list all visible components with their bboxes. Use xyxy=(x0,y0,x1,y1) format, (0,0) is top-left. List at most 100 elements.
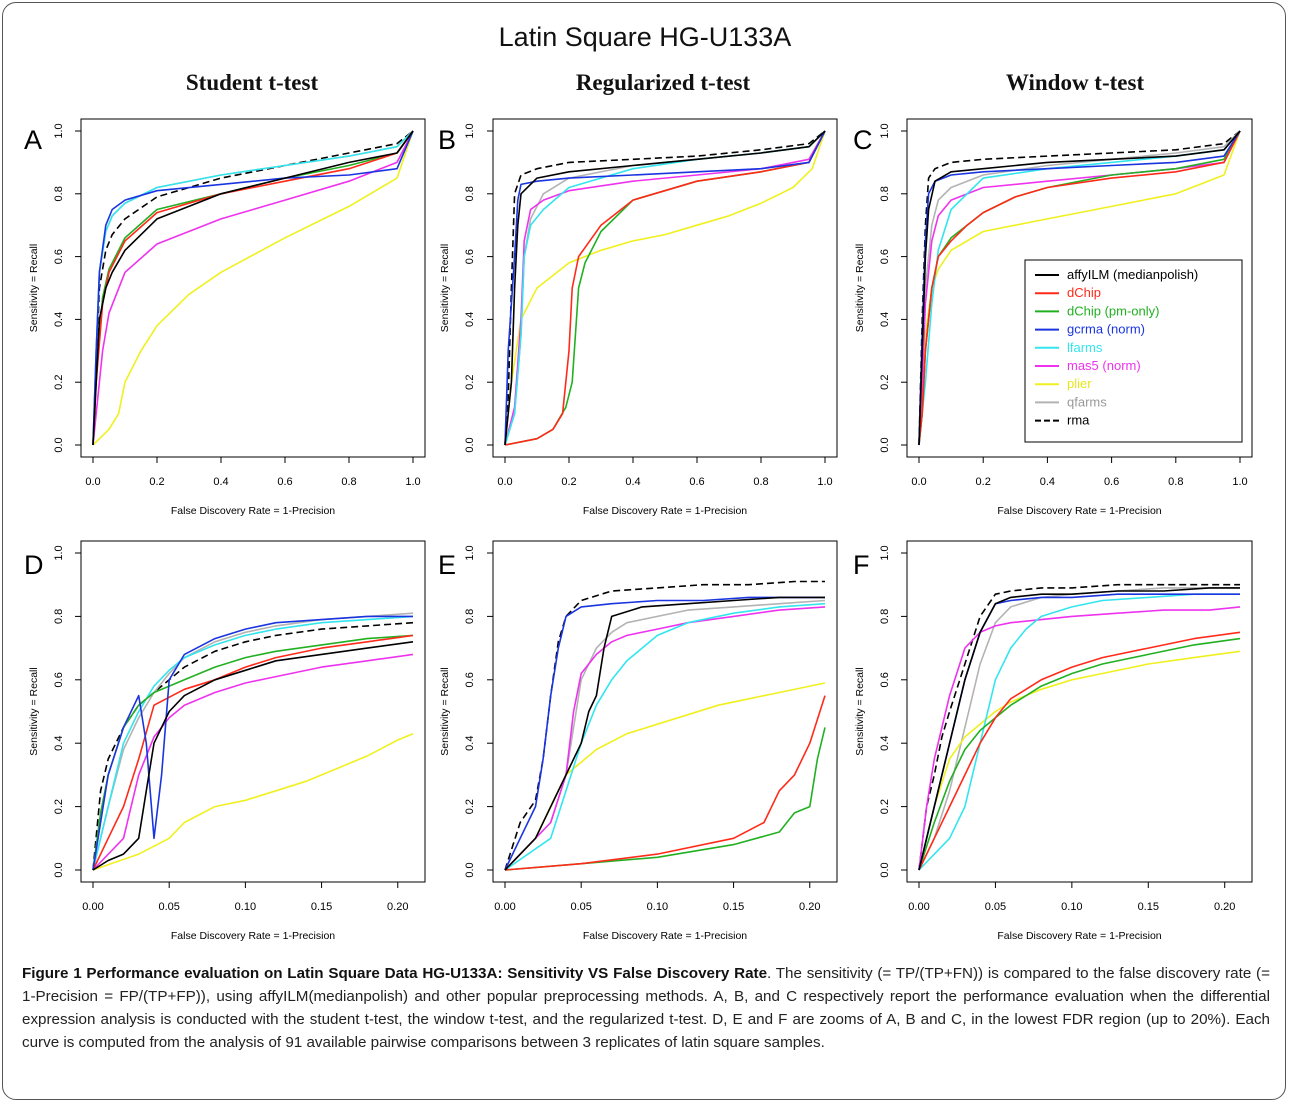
column-title-regularized: Regularized t-test xyxy=(575,70,751,95)
panel-b-xlabel: False Discovery Rate = 1-Precision xyxy=(583,505,747,517)
panel-f-xtick-label: 0.00 xyxy=(908,901,929,913)
panel-b-ytick-label: 0.0 xyxy=(464,437,476,452)
panel-a-ytick-label: 0.2 xyxy=(53,375,65,390)
legend-label: qfarms xyxy=(1067,394,1107,409)
panel-f-ytick-label: 1.0 xyxy=(879,545,891,560)
panel-a-ytick-label: 0.4 xyxy=(53,312,65,327)
panel-f-xtick-label: 0.15 xyxy=(1138,901,1159,913)
panel-d-series-qfarms xyxy=(92,612,414,871)
panel-c-xtick-label: 0.2 xyxy=(976,476,991,488)
panel-c-xtick-label: 1.0 xyxy=(1232,476,1247,488)
panel-c-letter: C xyxy=(853,125,873,155)
panel-d-ytick-label: 0.6 xyxy=(53,672,65,687)
panel-e-ylabel: Sensitivity = Recall xyxy=(439,667,451,755)
panel-a-series-mas5-norm xyxy=(92,130,414,446)
panel-b-xtick-label: 0.6 xyxy=(689,476,704,488)
panel-d-xtick-label: 0.10 xyxy=(235,901,256,913)
panel-d-frame xyxy=(80,540,426,883)
panel-f-series-qfarms xyxy=(918,587,1240,871)
panel-d-ytick-label: 0.2 xyxy=(53,799,65,814)
panel-d-xtick-label: 0.00 xyxy=(82,901,103,913)
panel-e-xtick-label: 0.20 xyxy=(799,901,820,913)
panel-e-series-gcrma-norm xyxy=(504,596,825,871)
caption-title: Figure 1 Performance evaluation on Latin… xyxy=(22,965,768,982)
panel-e-xtick-label: 0.00 xyxy=(494,901,515,913)
panel-f-series-affyilm-medianpolish xyxy=(918,587,1240,871)
panel-d-series-affyilm-medianpolish xyxy=(92,641,414,871)
panel-b-xtick-label: 0.8 xyxy=(753,476,768,488)
panel-b-frame xyxy=(492,118,838,458)
panel-f-series-dchip xyxy=(918,631,1241,871)
panel-d-xlabel: False Discovery Rate = 1-Precision xyxy=(171,930,335,942)
panel-a-xtick-label: 0.6 xyxy=(277,476,292,488)
panel-a-xtick-label: 1.0 xyxy=(405,476,420,488)
panel-d-ylabel: Sensitivity = Recall xyxy=(28,667,40,755)
panel-b-ytick-label: 1.0 xyxy=(464,123,476,138)
panel-a-ylabel: Sensitivity = Recall xyxy=(28,244,40,332)
panel-d-ytick-label: 0.4 xyxy=(53,736,65,751)
panel-f-xlabel: False Discovery Rate = 1-Precision xyxy=(997,930,1161,942)
panel-f-series-mas5-norm xyxy=(918,606,1241,871)
panel-f-ytick-label: 0.4 xyxy=(879,736,891,751)
panel-a-ytick-label: 1.0 xyxy=(53,123,65,138)
panel-f-ytick-label: 0.8 xyxy=(879,609,891,624)
panel-e-ytick-label: 0.6 xyxy=(464,672,476,687)
panel-a-series-dchip-pm-only xyxy=(92,130,414,446)
panel-b-series-mas5-norm xyxy=(504,130,826,446)
panel-b-series-gcrma-norm xyxy=(504,130,826,446)
panel-a-series-rma xyxy=(92,130,414,446)
panel-b-ytick-label: 0.8 xyxy=(464,186,476,201)
legend-label: mas5 (norm) xyxy=(1067,358,1141,373)
legend-label: lfarms xyxy=(1067,340,1103,355)
panel-e-series-rma xyxy=(504,580,825,871)
panel-d-xtick-label: 0.15 xyxy=(311,901,332,913)
panel-f-ylabel: Sensitivity = Recall xyxy=(854,667,866,755)
panel-d-series-dchip xyxy=(92,634,414,871)
legend-box xyxy=(1024,259,1243,443)
panel-a-ytick-label: 0.8 xyxy=(53,186,65,201)
panel-c-ytick-label: 0.6 xyxy=(879,249,891,264)
panel-d-series-plier xyxy=(92,732,414,871)
panel-e-series-plier xyxy=(504,682,826,871)
panel-c-frame xyxy=(906,118,1253,458)
panel-c-xtick-label: 0.8 xyxy=(1168,476,1183,488)
panel-a-series-plier xyxy=(92,130,414,446)
panel-f-series-plier xyxy=(918,650,1241,871)
panel-f-letter: F xyxy=(853,550,870,580)
panel-a-series-dchip xyxy=(92,130,414,446)
panel-a-xtick-label: 0.0 xyxy=(85,476,100,488)
figure-caption: Figure 1 Performance evaluation on Latin… xyxy=(22,962,1270,1054)
panel-c-ytick-label: 1.0 xyxy=(879,123,891,138)
panel-d-ytick-label: 0.0 xyxy=(53,862,65,877)
panel-b-series-affyilm-medianpolish xyxy=(504,130,826,446)
panel-a-xtick-label: 0.2 xyxy=(149,476,164,488)
panel-d-letter: D xyxy=(24,550,44,580)
panel-a-frame xyxy=(80,118,426,458)
panel-d-series-rma xyxy=(92,621,414,871)
panel-a-xtick-label: 0.8 xyxy=(341,476,356,488)
panel-e-ytick-label: 1.0 xyxy=(464,545,476,560)
panel-a-series-lfarms xyxy=(92,130,414,446)
panel-a-letter: A xyxy=(24,125,42,155)
panel-c-ylabel: Sensitivity = Recall xyxy=(854,244,866,332)
panel-a-series-gcrma-norm xyxy=(92,130,414,446)
panel-c-ytick-label: 0.8 xyxy=(879,186,891,201)
panel-d-ytick-label: 1.0 xyxy=(53,545,65,560)
panel-b-xtick-label: 0.0 xyxy=(497,476,512,488)
panel-c-series-plier xyxy=(918,130,1241,446)
panel-f-ytick-label: 0.0 xyxy=(879,862,891,877)
panel-e-xlabel: False Discovery Rate = 1-Precision xyxy=(583,930,747,942)
panel-e-series-affyilm-medianpolish xyxy=(504,596,825,871)
panel-e-letter: E xyxy=(438,550,456,580)
panel-b-series-plier xyxy=(504,130,826,446)
panel-e-series-lfarms xyxy=(504,602,826,871)
panel-c-series-dchip xyxy=(918,130,1241,446)
column-title-student: Student t-test xyxy=(185,70,319,95)
panel-e-xtick-label: 0.15 xyxy=(723,901,744,913)
panel-e-series-dchip-pm-only xyxy=(504,727,826,871)
panel-c-series-affyilm-medianpolish xyxy=(918,130,1241,446)
panel-b-xtick-label: 0.4 xyxy=(625,476,640,488)
panel-e-xtick-label: 0.10 xyxy=(647,901,668,913)
panel-c-xlabel: False Discovery Rate = 1-Precision xyxy=(997,505,1161,517)
